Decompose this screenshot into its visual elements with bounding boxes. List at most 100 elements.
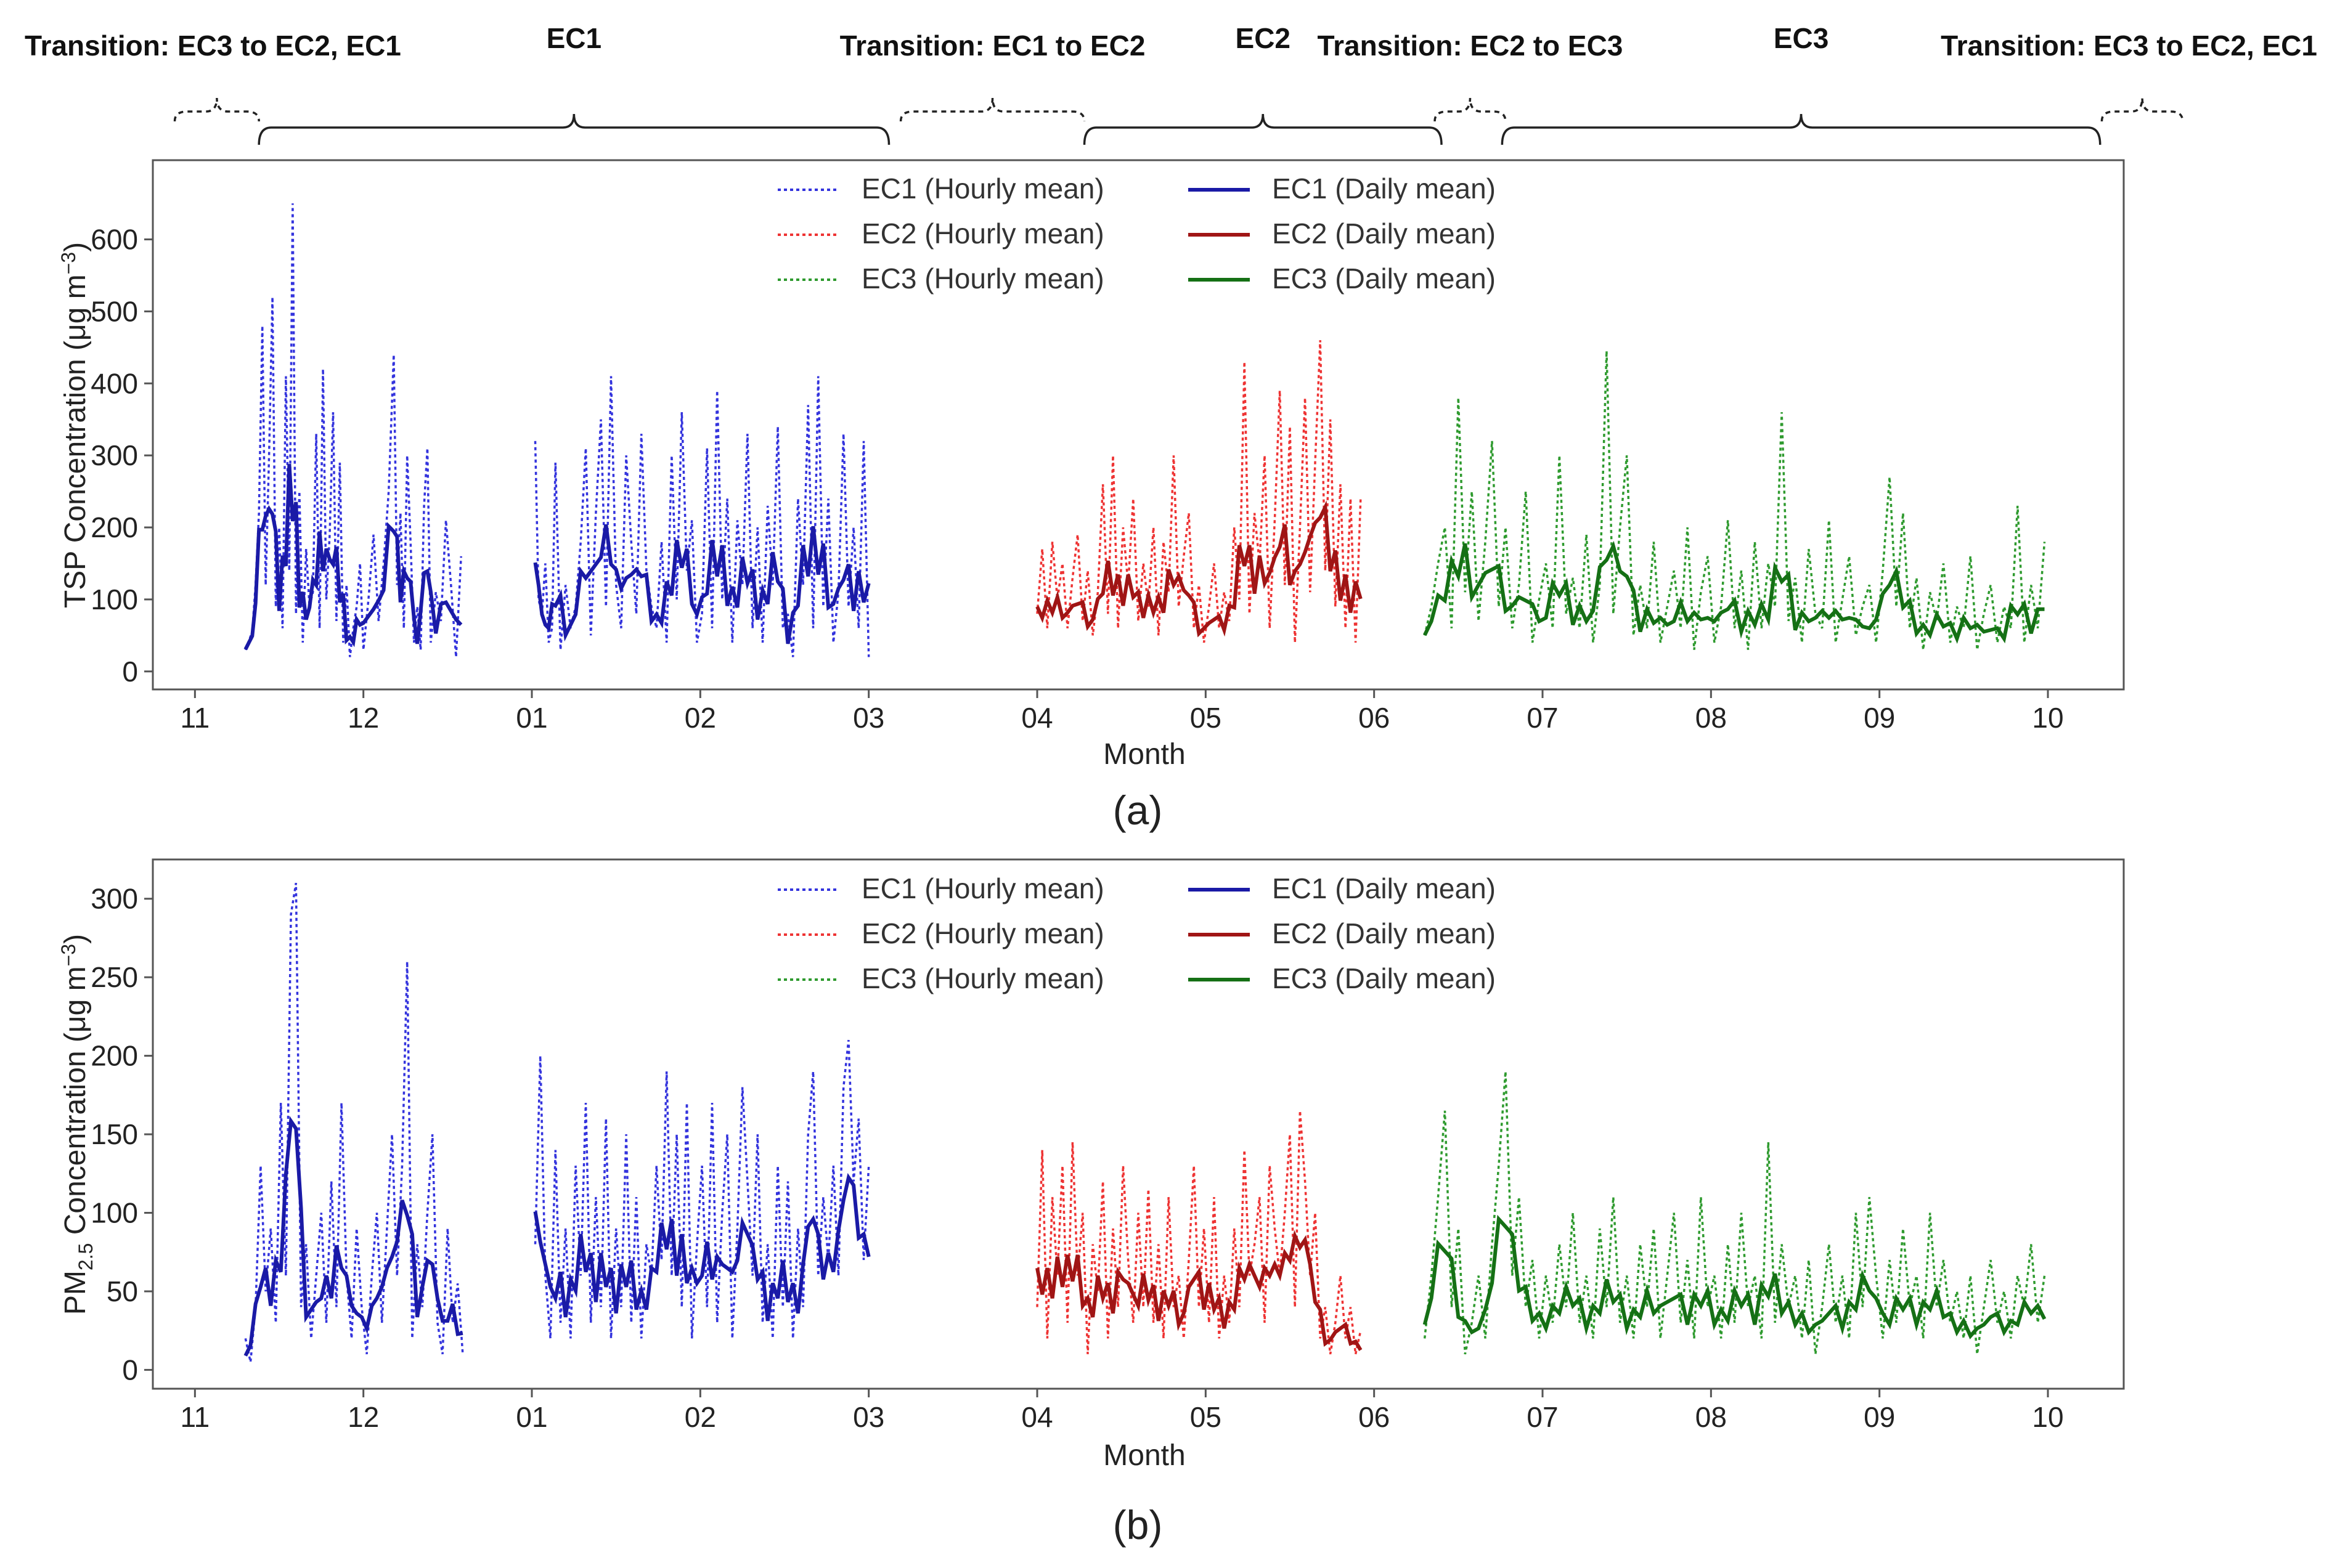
y-axis-title-main: TSP Concentration (μg m (59, 274, 92, 608)
period-brace (173, 97, 260, 122)
period-brackets: Transition: EC3 to EC2, EC1 EC1 Transition… (25, 22, 2317, 145)
x-tick-label: 02 (685, 702, 716, 734)
series-layer (243, 882, 2047, 1363)
pm25-panel: 11 12 01 02 03 04 05 06 07 08 09 10 0 50 100 150 200 250… (57, 858, 2125, 1548)
x-tick-label: 12 (348, 702, 379, 734)
daily-series-line (1035, 1230, 1363, 1351)
y-tick-label: 400 (91, 367, 138, 399)
period-brace (1501, 113, 2102, 145)
legend: EC1 (Hourly mean) EC1 (Daily mean) EC2 (Ho… (778, 872, 1496, 994)
legend-label: EC1 (Hourly mean) (862, 872, 1104, 904)
y-axis-title: TSP Concentration (μg m−3) (57, 242, 92, 608)
x-tick-label: 09 (1864, 702, 1895, 734)
y-tick-label: 250 (91, 961, 138, 993)
legend-label: EC3 (Daily mean) (1272, 262, 1496, 295)
y-axis-title-sub: 2.5 (75, 1243, 97, 1270)
legend-label: EC1 (Daily mean) (1272, 173, 1496, 205)
hourly-series-line (244, 882, 464, 1363)
x-tick-label: 07 (1527, 702, 1558, 734)
hourly-series-line (1423, 351, 2046, 651)
x-tick-label: 09 (1864, 1401, 1895, 1433)
y-axis-title: PM2.5 Concentration (μg m−3) (57, 934, 97, 1315)
period-brace (258, 113, 891, 145)
y-axis-title-end: ) (59, 242, 92, 252)
period-label: Transition: EC3 to EC2, EC1 (1941, 30, 2317, 62)
y-tick-label: 200 (91, 1040, 138, 1072)
y-tick-label: 100 (91, 1197, 138, 1229)
daily-series-line (1422, 1214, 2047, 1339)
hourly-series-line (534, 376, 870, 657)
legend-label: EC2 (Daily mean) (1272, 917, 1496, 949)
daily-series-line (533, 1172, 871, 1322)
x-axis-title: Month (1103, 1439, 1185, 1472)
panel-label-b: (b) (1113, 1502, 1163, 1548)
y-axis-title-sup: −3 (57, 252, 80, 274)
legend-label: EC1 (Daily mean) (1272, 872, 1496, 904)
x-tick-label: 03 (853, 1401, 884, 1433)
x-axis-title: Month (1103, 738, 1185, 771)
daily-series-line (243, 464, 463, 651)
x-tick-label: 10 (2032, 702, 2063, 734)
period-label: EC3 (1774, 22, 1828, 54)
x-tick-label: 03 (853, 702, 884, 734)
y-axis-title-sup: −3 (57, 944, 80, 966)
period-brace (2100, 97, 2184, 122)
x-tick-label: 08 (1695, 702, 1727, 734)
y-tick-label: 200 (91, 511, 138, 543)
x-tick-label: 04 (1021, 702, 1053, 734)
x-tick-label: 05 (1190, 702, 1221, 734)
plot-frame (152, 858, 2125, 1390)
y-tick-label: 150 (91, 1118, 138, 1150)
x-ticks: 11 12 01 02 03 04 05 06 07 08 09 10 (180, 1389, 2064, 1433)
x-tick-label: 04 (1021, 1401, 1053, 1433)
legend-label: EC3 (Hourly mean) (862, 262, 1104, 295)
y-tick-label: 500 (91, 295, 138, 327)
legend-label: EC2 (Hourly mean) (862, 917, 1104, 949)
x-tick-label: 11 (180, 702, 210, 734)
y-ticks: 0 100 200 300 400 500 600 (91, 224, 153, 688)
period-label: EC2 (1236, 22, 1290, 54)
y-tick-label: 300 (91, 883, 138, 915)
legend-label: EC3 (Hourly mean) (862, 962, 1104, 994)
hourly-series-line (1036, 1110, 1362, 1355)
legend-label: EC2 (Hourly mean) (862, 217, 1104, 250)
tsp-panel: 11 12 01 02 03 04 05 06 07 08 09 10 0 100 200 300 400 50… (57, 159, 2125, 833)
x-tick-label: 01 (516, 702, 547, 734)
y-tick-label: 100 (91, 583, 138, 615)
y-tick-label: 300 (91, 439, 138, 471)
x-tick-label: 05 (1190, 1401, 1221, 1433)
legend-label: EC2 (Daily mean) (1272, 217, 1496, 250)
x-tick-label: 02 (685, 1401, 716, 1433)
x-tick-label: 08 (1695, 1401, 1727, 1433)
x-tick-label: 01 (516, 1401, 547, 1433)
series-layer (243, 203, 2046, 657)
x-tick-label: 10 (2032, 1401, 2063, 1433)
y-tick-label: 0 (122, 1354, 138, 1386)
period-label: EC1 (547, 22, 601, 54)
legend: EC1 (Hourly mean) EC1 (Daily mean) EC2 (Ho… (778, 173, 1496, 295)
period-brace (1083, 113, 1443, 145)
period-label: Transition: EC2 to EC3 (1318, 30, 1623, 62)
hourly-series-line (1036, 340, 1362, 643)
hourly-series-line (534, 1039, 870, 1339)
period-label: Transition: EC3 to EC2, EC1 (25, 30, 401, 62)
daily-series-line (1423, 540, 2045, 644)
legend-label: EC3 (Daily mean) (1272, 962, 1496, 994)
plot-frame (152, 159, 2125, 691)
y-axis-title-main: PM (59, 1270, 92, 1315)
x-tick-label: 07 (1527, 1401, 1558, 1433)
y-ticks: 0 50 100 150 200 250 300 (91, 883, 153, 1386)
y-tick-label: 600 (91, 224, 138, 256)
y-tick-label: 0 (122, 656, 138, 688)
daily-series-line (243, 1116, 463, 1357)
daily-series-line (533, 524, 871, 644)
y-tick-label: 50 (107, 1275, 138, 1307)
x-tick-label: 06 (1358, 702, 1390, 734)
period-brace (1433, 97, 1507, 122)
x-tick-label: 11 (180, 1401, 210, 1433)
panel-label-a: (a) (1113, 787, 1163, 833)
period-label: Transition: EC1 to EC2 (840, 30, 1146, 62)
period-brace (899, 97, 1086, 122)
x-tick-label: 06 (1358, 1401, 1390, 1433)
